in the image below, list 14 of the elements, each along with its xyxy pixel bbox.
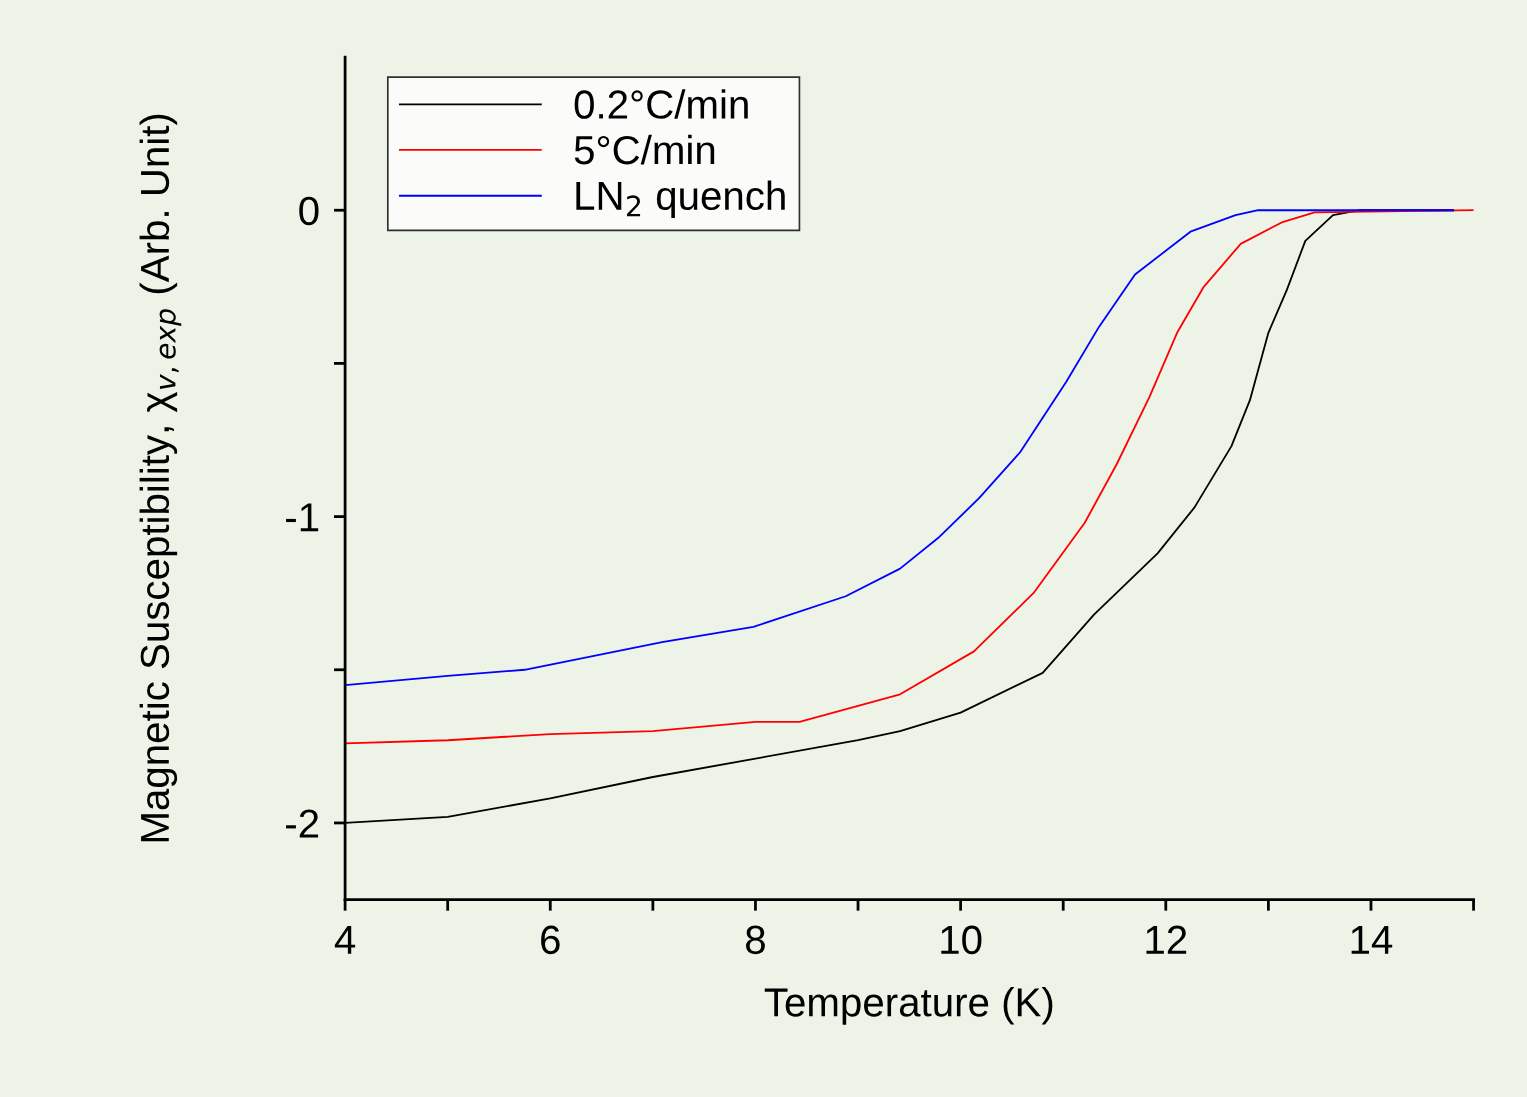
y-tick-label: -2 [286, 809, 319, 838]
y-tick-label: -1 [286, 503, 319, 532]
y-tick-label: 0 [299, 196, 319, 226]
y-axis-title: Magnetic Susceptibility, χ$_{v,exp}$ (Arb. Unit) [139, 114, 182, 842]
legend-label: LN$_{2}$ quench [576, 180, 785, 219]
legend-label: 5°C/min [574, 134, 715, 165]
x-axis-title: Temperature (K) [764, 987, 1053, 1025]
x-tick-label: 4 [334, 926, 356, 954]
x-tick-label: 10 [941, 925, 982, 955]
legend-label: 0.2°C/min [574, 89, 748, 119]
x-tick-label: 12 [1146, 925, 1187, 954]
x-tick-label: 8 [746, 925, 765, 955]
x-tick-label: 14 [1351, 926, 1393, 954]
x-tick-label: 6 [541, 925, 560, 955]
